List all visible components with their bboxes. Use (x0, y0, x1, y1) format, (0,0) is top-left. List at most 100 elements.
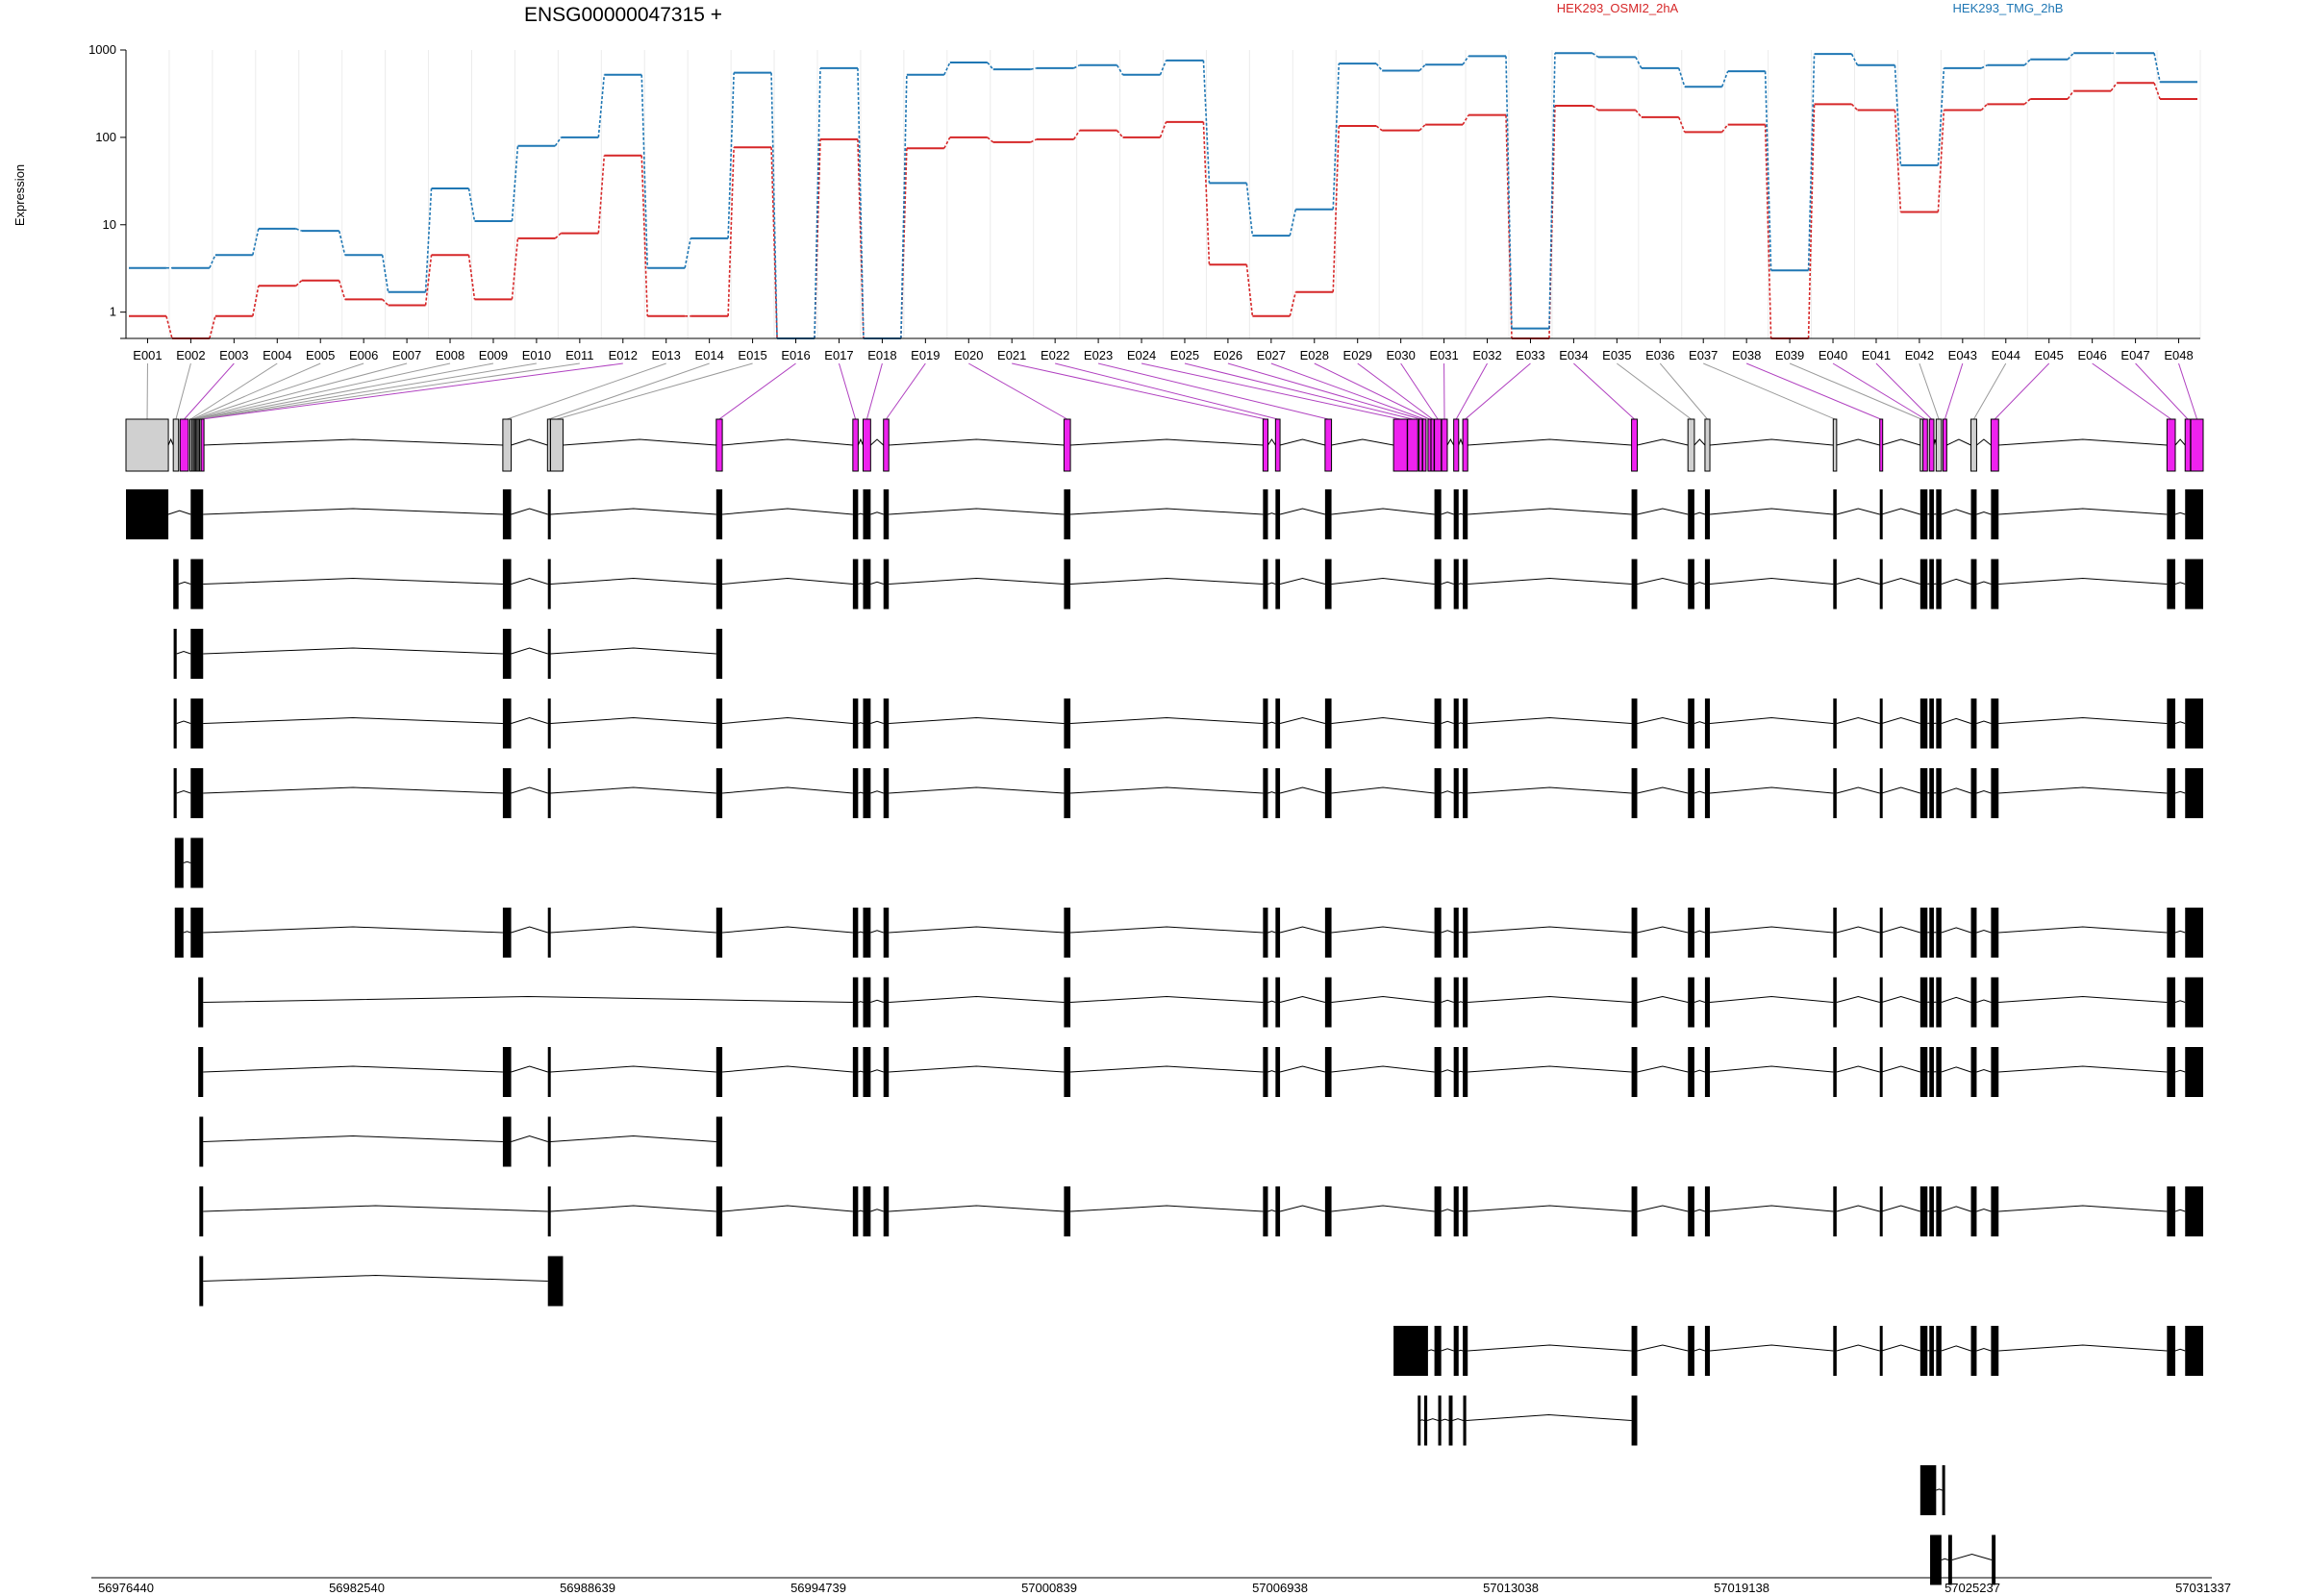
x-tick-label: E048 (2164, 348, 2193, 362)
transcript-intron (1070, 995, 1264, 1003)
transcript-intron (1836, 577, 1880, 585)
x-tick-label: E003 (219, 348, 248, 362)
transcript-exon (1991, 559, 1999, 610)
series-2-connector (1635, 56, 1643, 69)
exon-box (1417, 418, 1423, 472)
transcript-exon (1463, 1047, 1468, 1097)
series-2-connector (1894, 64, 1902, 165)
transcript-exon (852, 559, 859, 610)
exon-connector-line (1314, 362, 1430, 420)
exon-box (1928, 418, 1935, 472)
exon-connector-line (1270, 362, 1425, 420)
transcript-intron (1941, 1206, 1971, 1212)
transcript-intron (1881, 926, 1920, 934)
transcript-exon (1991, 908, 1999, 958)
series-1-connector (1678, 116, 1686, 133)
transcript-exon (1263, 489, 1268, 539)
series-1-connector (727, 147, 735, 316)
exon-box (1687, 418, 1695, 472)
transcript-intron (1941, 1066, 1971, 1073)
intron-line (1468, 438, 1632, 446)
gene-model-layer (125, 362, 2204, 472)
transcript-exon (2185, 1326, 2203, 1376)
transcript-intron (1466, 1413, 1632, 1421)
transcript-intron (858, 583, 864, 585)
series-1-connector (1764, 124, 1772, 339)
x-tick-label: E027 (1257, 348, 1286, 362)
transcript-exon (1463, 1395, 1467, 1446)
transcript-exon (852, 1186, 859, 1236)
transcript-intron (1693, 790, 1706, 794)
transcript-exon (1947, 1534, 1952, 1585)
transcript-intron (1936, 1488, 1943, 1491)
transcript-intron (1468, 995, 1632, 1003)
transcript-exon (1704, 559, 1711, 610)
transcript-exon (502, 908, 512, 958)
legend-entry-osmi2: HEK293_OSMI2_2hA (1557, 1, 1679, 15)
transcript-intron (1709, 716, 1834, 724)
transcript-exon (1936, 1186, 1942, 1236)
transcript-exon (173, 629, 177, 679)
transcript-exon (1453, 1186, 1459, 1236)
transcript-exon (2185, 489, 2203, 539)
transcript-intron (1441, 1418, 1449, 1421)
transcript-exon (1704, 1186, 1711, 1236)
intron-line (1709, 438, 1834, 446)
transcript-exon (1970, 977, 1977, 1028)
exon-connector-line (1875, 362, 1932, 420)
x-tick-label: E039 (1775, 348, 1804, 362)
intron-line (1331, 438, 1394, 446)
transcript-exon (1704, 768, 1711, 818)
transcript-intron (1693, 721, 1706, 724)
exon-box (502, 418, 513, 472)
genomic-tick-label: 57006938 (1252, 1581, 1308, 1595)
series-1-connector (424, 255, 433, 306)
transcript-exon (2185, 698, 2203, 749)
transcript-intron (1267, 582, 1276, 585)
transcript-exon (1919, 1465, 1937, 1515)
transcript-exon (1833, 489, 1837, 539)
transcript-exon (1919, 768, 1928, 818)
x-tick-label: E038 (1732, 348, 1761, 362)
transcript-exon (1453, 768, 1459, 818)
transcript-intron (1976, 929, 1992, 934)
transcript-intron (203, 647, 503, 655)
transcript-intron (1458, 1209, 1464, 1212)
x-tick-label: E015 (738, 348, 766, 362)
exon-connector-line (1832, 362, 1926, 420)
transcript-intron (1637, 995, 1689, 1003)
exon-connector-line (1465, 362, 1531, 420)
transcript-intron (2174, 721, 2186, 724)
transcript-intron (1279, 1065, 1326, 1073)
exon-connector-line (1573, 362, 1635, 420)
transcript-exon (198, 977, 204, 1028)
transcript-intron (1881, 1065, 1920, 1073)
transcript-exon (1631, 489, 1638, 539)
transcript-intron (176, 651, 191, 655)
transcript-exon (190, 698, 204, 749)
transcript-track (199, 1186, 2203, 1236)
transcript-exon (1930, 1534, 1942, 1585)
exon-box (1990, 418, 1999, 472)
transcript-intron (1279, 926, 1326, 934)
transcript-exon (1064, 908, 1071, 958)
transcript-intron (1709, 1065, 1834, 1073)
series-1-connector (1289, 291, 1297, 316)
transcript-exon (547, 698, 551, 749)
transcript-exon (883, 489, 890, 539)
transcript-exon (1631, 1047, 1638, 1097)
intron-line (1976, 438, 1992, 446)
transcript-exon (1631, 768, 1638, 818)
transcript-exon (715, 489, 723, 539)
transcript-intron (1637, 577, 1689, 585)
exon-connector-line (190, 362, 278, 420)
transcript-intron (1976, 1347, 1992, 1352)
transcript-intron (176, 720, 191, 724)
exon-connector-line (1184, 362, 1414, 420)
series-1-connector (987, 137, 994, 143)
transcript-exon (2185, 908, 2203, 958)
transcript-exon (2167, 698, 2176, 749)
transcript-exon (1970, 489, 1977, 539)
exon-connector-line (1659, 362, 1708, 420)
transcript-intron (1637, 1344, 1689, 1352)
